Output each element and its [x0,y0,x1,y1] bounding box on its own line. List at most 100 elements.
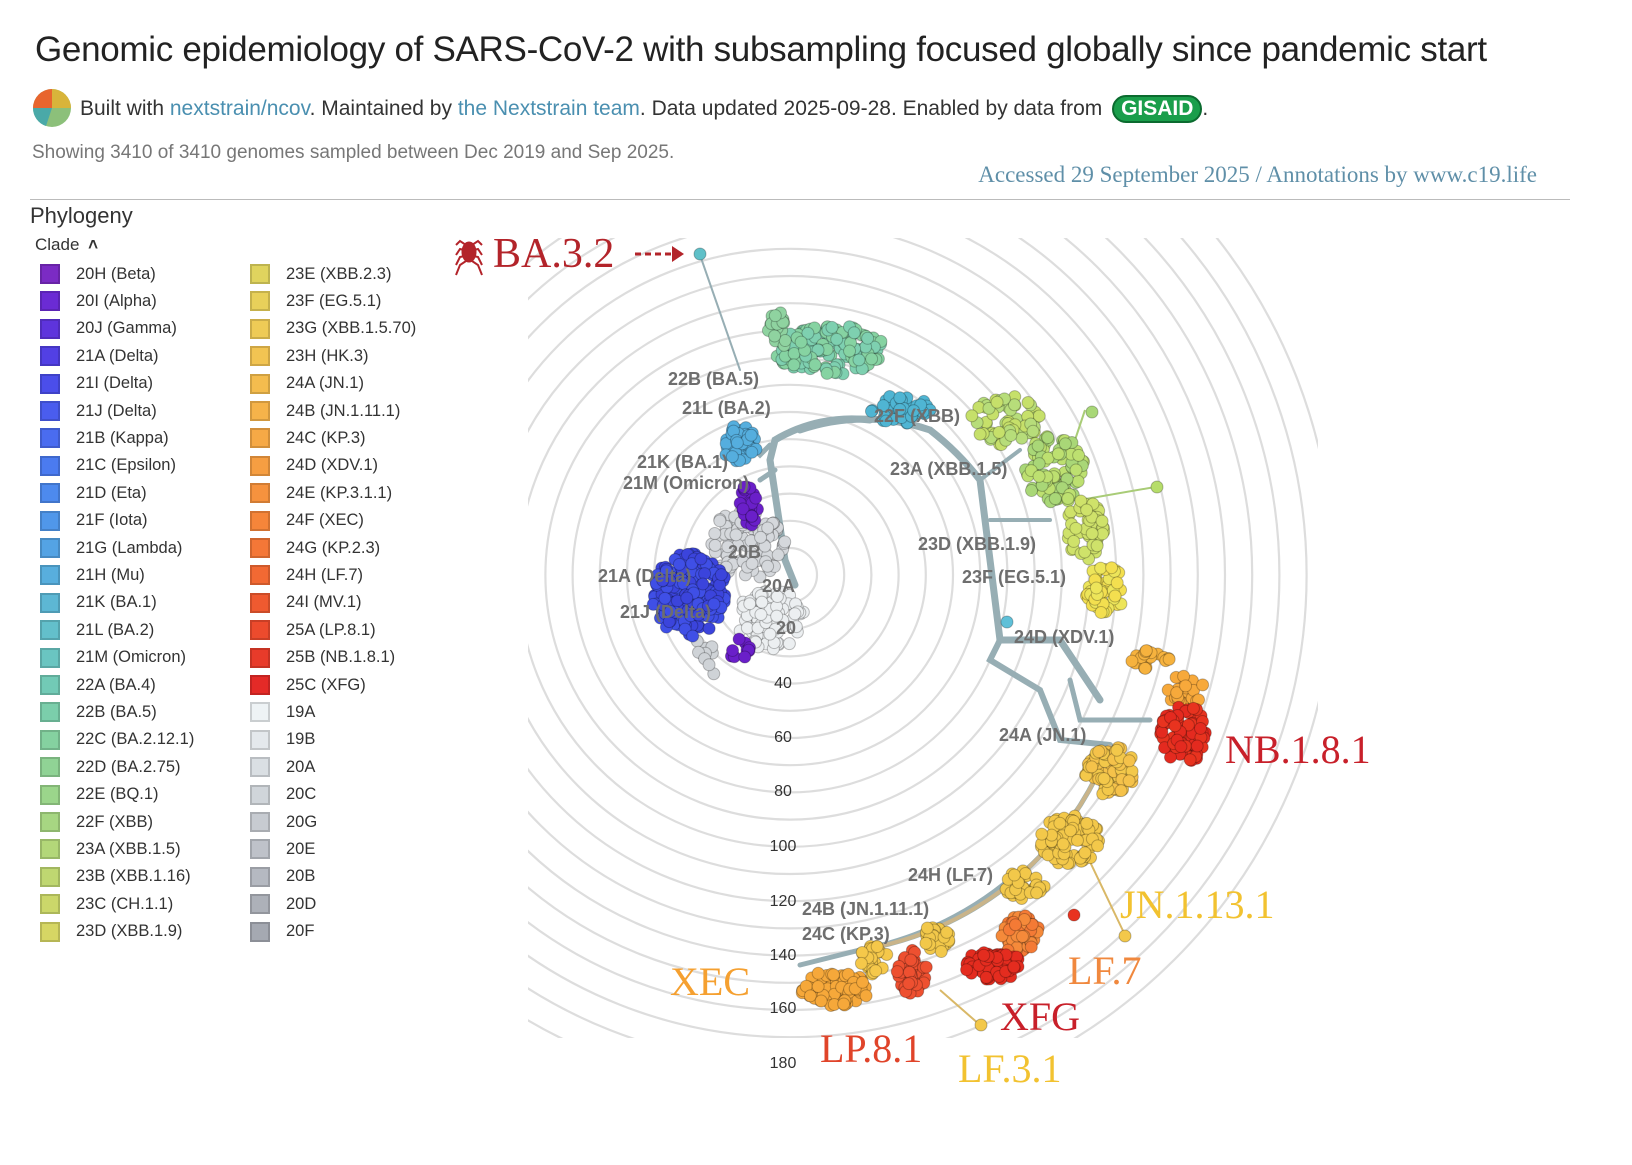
legend-item[interactable]: 22A (BA.4) [40,675,156,695]
tip-node[interactable] [864,404,878,418]
tip-node[interactable] [1094,605,1108,619]
tip-node[interactable] [1026,424,1040,438]
tip-node[interactable] [1108,589,1122,603]
tip-node[interactable] [696,577,710,591]
tip-node[interactable] [744,428,758,442]
tip-node[interactable] [755,595,769,609]
tip-node[interactable] [1069,521,1083,535]
tip-node[interactable] [803,989,817,1003]
tip-node[interactable] [830,332,844,346]
tip-node[interactable] [1114,784,1128,798]
legend-item[interactable]: 23D (XBB.1.9) [40,921,182,942]
legend-item[interactable]: 24F (XEC) [250,510,364,531]
tip-node[interactable] [960,963,974,977]
tip-node[interactable] [768,329,782,343]
tip-node[interactable] [1162,652,1176,666]
tip-node[interactable] [855,946,869,960]
tip-node[interactable] [1017,912,1031,926]
tip-node[interactable] [1051,447,1065,461]
legend-item[interactable]: 20G [250,812,317,832]
tip-node[interactable] [737,480,751,494]
tip-node[interactable] [856,975,870,989]
tip-node[interactable] [907,404,921,418]
tip-node[interactable] [656,573,670,587]
tip-node[interactable] [754,608,768,622]
tip-node[interactable] [1078,846,1092,860]
tip-node[interactable] [811,980,825,994]
tip-node[interactable] [1032,469,1046,483]
tip-node[interactable] [870,940,884,954]
tip-node[interactable] [1085,760,1099,774]
tip-node[interactable] [707,597,721,611]
tip-node[interactable] [1074,494,1088,508]
legend-item[interactable]: 19B [250,729,315,750]
tip-node[interactable] [729,528,743,542]
tip-node[interactable] [787,358,801,372]
tip-node[interactable] [708,526,722,540]
tip-node[interactable] [1150,480,1164,494]
tip-node[interactable] [1007,398,1021,412]
tip-node[interactable] [1170,686,1184,700]
tip-node[interactable] [837,997,851,1011]
tip-node[interactable] [1183,753,1197,767]
tip-node[interactable] [1092,745,1106,759]
tip-node[interactable] [811,343,825,357]
legend-item[interactable]: 24G (KP.2.3) [250,538,380,558]
legend-item[interactable]: 21D (Eta) [40,483,147,504]
tip-node[interactable] [1118,929,1132,943]
tip-node[interactable] [1122,754,1136,768]
tip-node[interactable] [1069,463,1083,477]
tip-node[interactable] [1110,576,1124,590]
tip-node[interactable] [854,956,868,970]
tip-node[interactable] [1168,719,1182,733]
legend-item[interactable]: 24E (KP.3.1.1) [250,483,392,504]
tip-node[interactable] [743,597,757,611]
tip-node[interactable] [1067,534,1081,548]
tip-node[interactable] [1024,940,1038,954]
tip-node[interactable] [1030,886,1044,900]
tip-node[interactable] [934,945,948,959]
tip-node[interactable] [745,509,759,523]
tip-node[interactable] [678,622,692,636]
tip-node[interactable] [1163,750,1177,764]
tip-node[interactable] [801,326,815,340]
legend-item[interactable]: 20I (Alpha) [40,291,157,312]
tip-node[interactable] [693,247,707,261]
legend-item[interactable]: 21I (Delta) [40,373,153,394]
tip-node[interactable] [725,450,739,464]
legend-item[interactable]: 24D (XDV.1) [250,455,378,476]
tip-node[interactable] [1008,918,1022,932]
legend-item[interactable]: 22D (BA.2.75) [40,757,181,778]
legend-item[interactable]: 22E (BQ.1) [40,784,159,805]
tip-node[interactable] [1186,701,1200,715]
tip-node[interactable] [1004,428,1018,442]
repo-link[interactable]: nextstrain/ncov [169,97,310,120]
tip-node[interactable] [672,557,686,571]
legend-item[interactable]: 23B (XBB.1.16) [40,866,191,887]
tip-node[interactable] [1138,661,1152,675]
tip-node[interactable] [788,607,802,621]
tip-node[interactable] [1089,581,1103,595]
legend-item[interactable]: 23H (HK.3) [250,346,369,367]
tip-node[interactable] [770,589,784,603]
tip-node[interactable] [702,621,716,635]
team-link[interactable]: the Nextstrain team [457,97,640,120]
tip-node[interactable] [1015,929,1029,943]
legend-item[interactable]: 25B (NB.1.8.1) [250,647,395,668]
legend-item[interactable]: 20C [250,784,316,805]
legend-item[interactable]: 24I (MV.1) [250,592,362,613]
tip-node[interactable] [1031,439,1045,453]
tip-node[interactable] [965,409,979,423]
tip-node[interactable] [979,970,993,984]
tip-node[interactable] [745,445,759,459]
tip-node[interactable] [869,964,883,978]
tip-node[interactable] [992,425,1006,439]
tip-node[interactable] [663,604,677,618]
tip-node[interactable] [782,637,796,651]
tip-node[interactable] [890,965,904,979]
legend-item[interactable]: 25C (XFG) [250,675,366,695]
legend-item[interactable]: 20J (Gamma) [40,318,177,339]
tip-node[interactable] [990,395,1004,409]
tip-node[interactable] [825,320,839,334]
tip-node[interactable] [1080,503,1094,517]
